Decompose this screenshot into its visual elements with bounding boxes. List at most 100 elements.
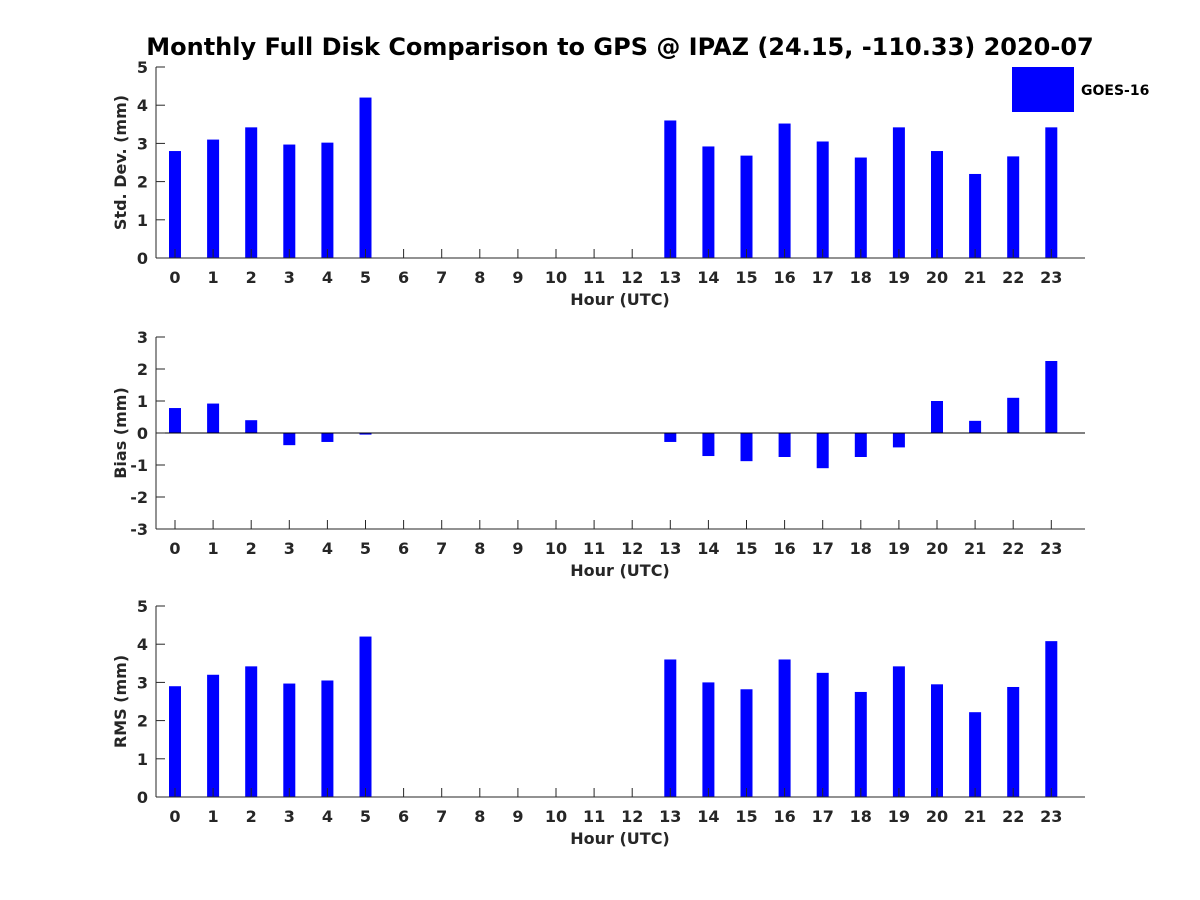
bias-y-tick-label: -1 <box>130 456 148 475</box>
std-dev-y-tick-label: 1 <box>137 211 148 230</box>
rms-x-tick-label: 8 <box>474 807 485 826</box>
bias-x-tick-label: 20 <box>926 539 948 558</box>
std-dev-bar-hour-1 <box>207 139 220 258</box>
rms-y-tick-label: 3 <box>137 673 148 692</box>
bias-bar-hour-22 <box>1007 397 1020 433</box>
legend-label-goes-16: GOES-16 <box>1081 83 1149 99</box>
std-dev-x-tick-label: 11 <box>583 268 605 287</box>
bias-x-tick-label: 18 <box>850 539 872 558</box>
rms-x-tick-label: 2 <box>246 807 257 826</box>
rms-x-tick-label: 18 <box>850 807 872 826</box>
std-dev-y-tick-label: 5 <box>137 58 148 77</box>
std-dev-x-tick-label: 3 <box>284 268 295 287</box>
std-dev-y-tick-label: 4 <box>137 96 148 115</box>
bias-bar-hour-13 <box>664 433 677 442</box>
rms-bar-hour-20 <box>931 684 943 797</box>
rms-x-tick-label: 23 <box>1040 807 1062 826</box>
std-dev-y-tick-label: 3 <box>137 134 148 153</box>
bias-x-tick-label: 17 <box>812 539 834 558</box>
std-dev-bar-hour-20 <box>931 151 943 258</box>
std-dev-x-tick-label: 12 <box>621 268 643 287</box>
rms-x-tick-label: 3 <box>284 807 295 826</box>
bias-x-tick-label: 6 <box>398 539 409 558</box>
rms-y-tick-label: 1 <box>137 750 148 769</box>
rms-x-tick-label: 19 <box>888 807 910 826</box>
bias-x-tick-label: 11 <box>583 539 605 558</box>
chart-title: Monthly Full Disk Comparison to GPS @ IP… <box>146 33 1094 61</box>
bias-y-tick-label: 0 <box>137 424 148 443</box>
std-dev-x-tick-label: 6 <box>398 268 409 287</box>
std-dev-bar-hour-14 <box>702 146 715 258</box>
rms-bar-hour-4 <box>321 680 334 797</box>
std-dev-bar-hour-17 <box>816 141 829 258</box>
rms-y-tick-label: 4 <box>137 635 148 654</box>
rms-x-tick-label: 13 <box>659 807 681 826</box>
std-dev-bar-hour-4 <box>321 142 334 258</box>
bias-bar-hour-14 <box>702 433 715 457</box>
bias-y-tick-label: 3 <box>137 328 148 347</box>
rms-x-tick-label: 11 <box>583 807 605 826</box>
bias-bar-hour-2 <box>245 420 258 433</box>
rms-x-tick-label: 12 <box>621 807 643 826</box>
bias-x-tick-label: 19 <box>888 539 910 558</box>
bias-x-tick-label: 13 <box>659 539 681 558</box>
std-dev-x-tick-label: 5 <box>360 268 371 287</box>
bias-bar-hour-5 <box>359 433 372 435</box>
bias-x-axis-label: Hour (UTC) <box>570 561 670 580</box>
std-dev-x-tick-label: 15 <box>735 268 757 287</box>
bias-bar-hour-23 <box>1045 361 1058 433</box>
bias-bar-hour-19 <box>892 433 905 448</box>
bias-x-tick-label: 9 <box>512 539 523 558</box>
rms-bar-hour-14 <box>702 682 715 797</box>
rms-x-tick-label: 9 <box>512 807 523 826</box>
std-dev-x-tick-label: 10 <box>545 268 567 287</box>
std-dev-y-tick-label: 0 <box>137 249 148 268</box>
bias-x-tick-label: 0 <box>169 539 180 558</box>
rms-bar-hour-23 <box>1045 641 1058 797</box>
bias-x-tick-label: 4 <box>322 539 333 558</box>
bias-x-tick-label: 23 <box>1040 539 1062 558</box>
bias-bar-hour-1 <box>207 403 220 433</box>
bias-bar-hour-4 <box>321 433 334 442</box>
std-dev-x-tick-label: 21 <box>964 268 986 287</box>
std-dev-x-tick-label: 17 <box>812 268 834 287</box>
bias-bar-hour-17 <box>816 433 829 469</box>
legend-swatch-goes-16 <box>1012 67 1074 112</box>
rms-x-tick-label: 20 <box>926 807 948 826</box>
std-dev-bar-hour-23 <box>1045 127 1058 258</box>
bias-x-tick-label: 8 <box>474 539 485 558</box>
std-dev-x-tick-label: 2 <box>246 268 257 287</box>
rms-x-tick-label: 6 <box>398 807 409 826</box>
bias-y-tick-label: -2 <box>130 488 148 507</box>
std-dev-x-tick-label: 1 <box>208 268 219 287</box>
bias-x-tick-label: 10 <box>545 539 567 558</box>
rms-bar-hour-2 <box>245 666 258 797</box>
std-dev-bar-hour-22 <box>1007 156 1020 258</box>
legend: GOES-16 <box>1012 67 1149 112</box>
std-dev-x-tick-label: 9 <box>512 268 523 287</box>
bias-bar-hour-15 <box>740 433 753 462</box>
rms-x-tick-label: 7 <box>436 807 447 826</box>
std-dev-x-tick-label: 4 <box>322 268 333 287</box>
std-dev-x-tick-label: 8 <box>474 268 485 287</box>
bias-y-axis-label: Bias (mm) <box>111 387 130 479</box>
std-dev-x-tick-label: 13 <box>659 268 681 287</box>
std-dev-x-tick-label: 18 <box>850 268 872 287</box>
rms-y-tick-label: 5 <box>137 597 148 616</box>
bias-x-tick-label: 2 <box>246 539 257 558</box>
rms-bar-hour-0 <box>169 686 181 797</box>
std-dev-bar-hour-21 <box>969 173 982 258</box>
std-dev-bar-hour-16 <box>778 123 791 258</box>
rms-bar-hour-13 <box>664 659 677 797</box>
bias-x-tick-label: 22 <box>1002 539 1024 558</box>
std-dev-bar-hour-19 <box>892 127 905 258</box>
std-dev-x-tick-label: 7 <box>436 268 447 287</box>
std-dev-bar-hour-2 <box>245 127 258 258</box>
rms-x-tick-label: 10 <box>545 807 567 826</box>
bias-x-tick-label: 14 <box>697 539 719 558</box>
std-dev-x-tick-label: 14 <box>697 268 719 287</box>
std-dev-y-axis-label: Std. Dev. (mm) <box>111 95 130 230</box>
